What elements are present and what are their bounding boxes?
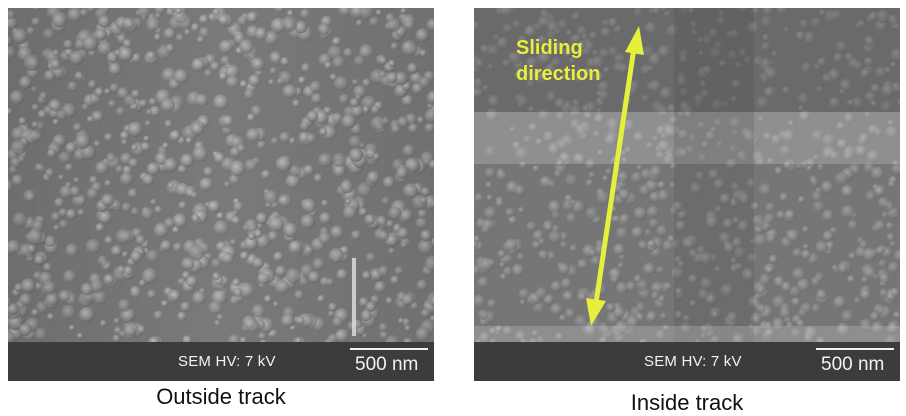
info-bar-inside: SEM HV: 7 kV 500 nm (474, 342, 900, 381)
scale-bar-line (350, 348, 428, 350)
sliding-label: Sliding (516, 37, 583, 59)
scale-bar-label: 500 nm (821, 354, 885, 375)
micrograph-outside (8, 8, 434, 342)
sem-hv-label: SEM HV: 7 kV (644, 353, 742, 370)
sem-panel-inside: Sliding direction SEM HV: 7 kV 500 nm (474, 8, 900, 381)
scale-bar-line (816, 348, 894, 350)
sem-panel-outside: SEM HV: 7 kV 500 nm (8, 8, 434, 381)
dark-band-top (474, 8, 900, 112)
info-bar-outside: SEM HV: 7 kV 500 nm (8, 342, 434, 381)
caption-inside-track: Inside track (630, 390, 744, 415)
micrograph-inside (474, 8, 900, 342)
sem-hv-label: SEM HV: 7 kV (178, 353, 276, 370)
track-band (674, 8, 754, 342)
direction-label: direction (516, 63, 601, 85)
caption-outside-track: Outside track (156, 384, 286, 409)
scale-bar-label: 500 nm (355, 354, 419, 375)
bright-band (474, 112, 900, 164)
sliding-direction-arrow (586, 26, 644, 326)
